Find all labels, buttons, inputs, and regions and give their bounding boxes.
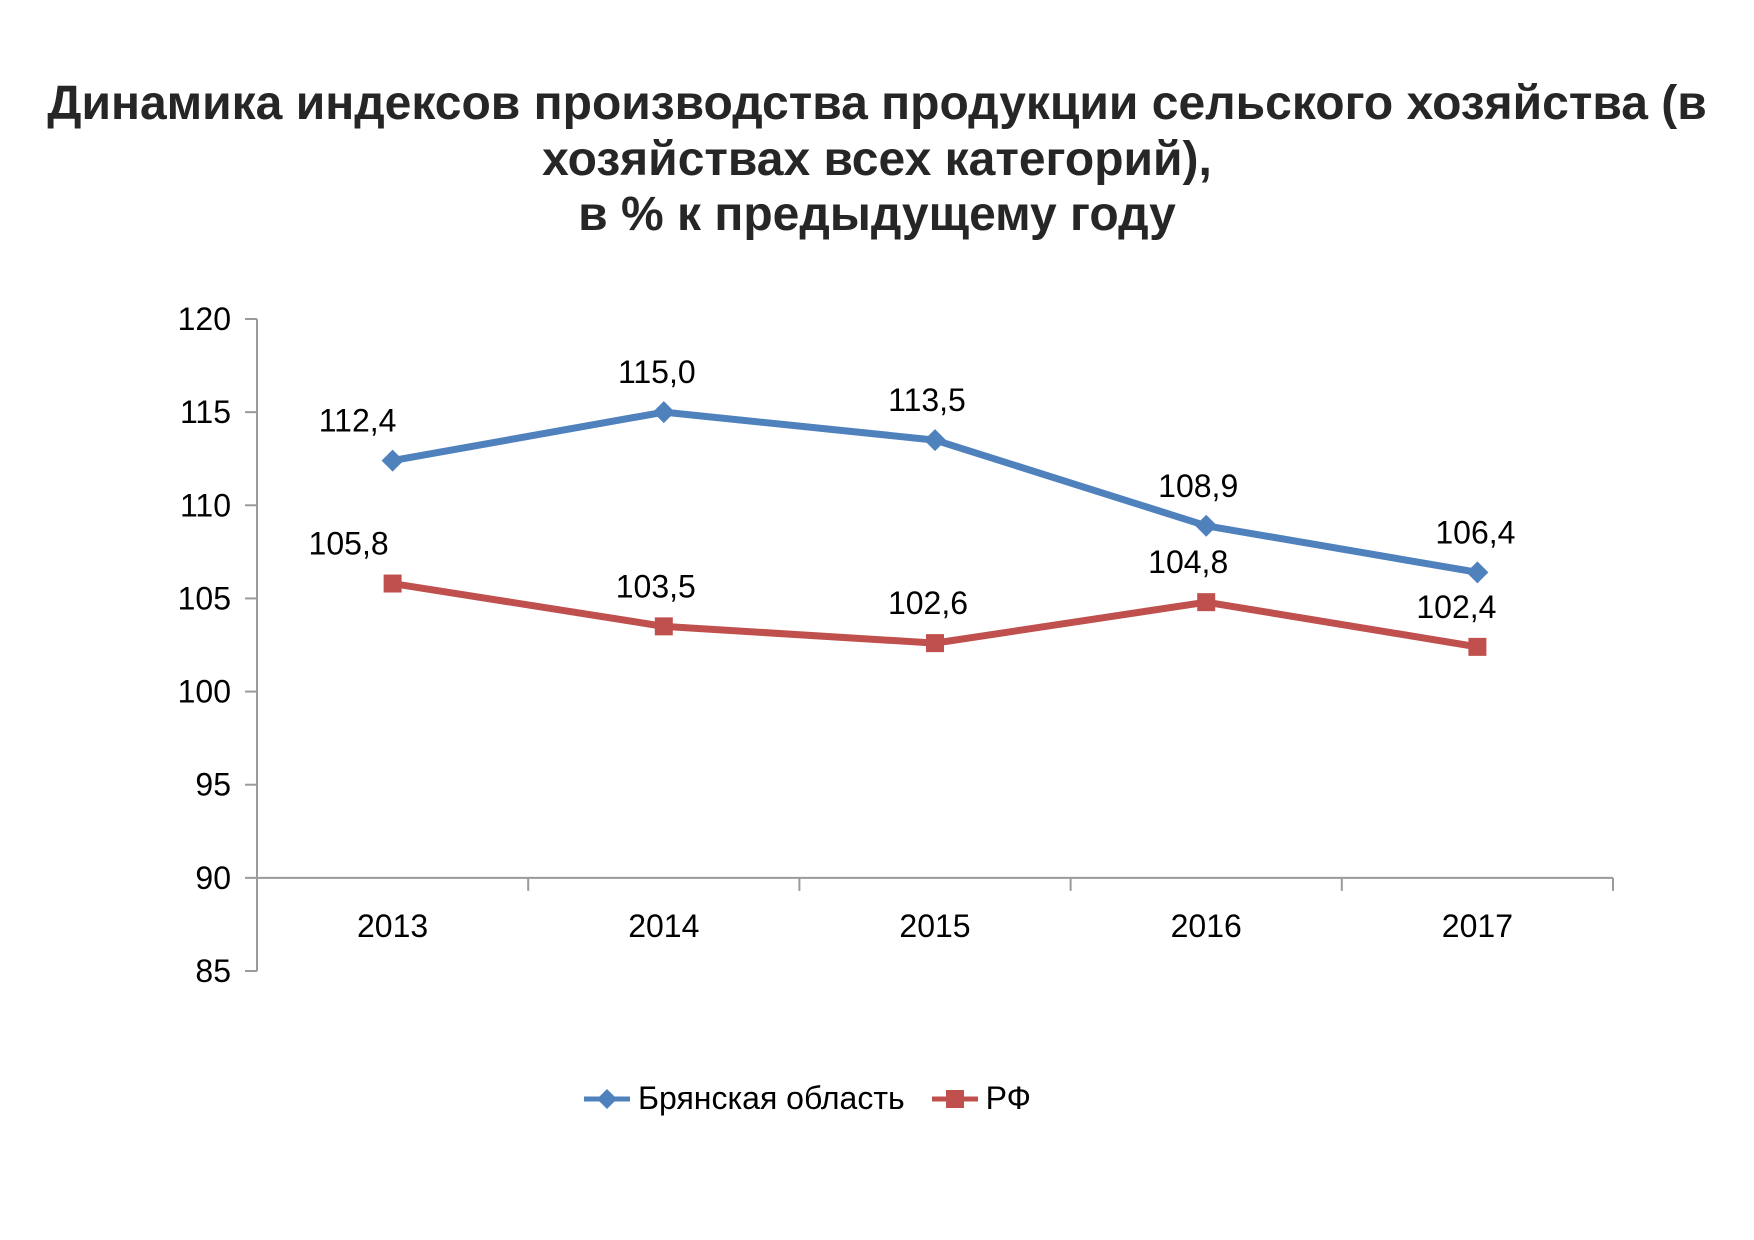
chart-title: Динамика индексов производства продукции… (47, 77, 1707, 242)
legend-label-rf: РФ (985, 1080, 1031, 1116)
data-point-label: 108,9 (1158, 468, 1238, 504)
y-axis-tick-label: 90 (195, 860, 231, 896)
legend-line-diamond-icon (584, 1088, 630, 1109)
data-point-marker-diamond (1195, 514, 1218, 537)
data-point-label: 102,6 (888, 585, 968, 621)
data-point-marker-square (383, 574, 402, 593)
data-point-label: 104,8 (1148, 544, 1228, 580)
data-point-marker-diamond (381, 449, 404, 472)
x-axis-category-label: 2017 (1442, 908, 1513, 944)
legend-item-bryanskaya-oblast: Брянская область (583, 1080, 905, 1117)
data-point-label: 103,5 (616, 568, 696, 604)
legend-line-square-icon (931, 1089, 978, 1108)
legend: Брянская область РФ (583, 1080, 1031, 1117)
x-axis-category-label: 2014 (628, 908, 699, 944)
x-axis-category-label: 2013 (357, 908, 428, 944)
data-point-label: 112,4 (319, 403, 397, 439)
data-point-label: 106,4 (1435, 514, 1515, 550)
y-axis-tick-label: 85 (195, 953, 231, 989)
data-point-label: 113,5 (888, 382, 966, 418)
data-point-marker-diamond (1466, 561, 1489, 584)
y-axis-tick-label: 110 (180, 487, 231, 523)
data-point-marker-square (654, 617, 673, 636)
x-axis-category-label: 2016 (1171, 908, 1242, 944)
x-axis-category-label: 2015 (899, 908, 970, 944)
y-axis-tick-label: 95 (195, 767, 231, 803)
data-point-marker-diamond (652, 401, 675, 424)
legend-label-bryanskaya-oblast: Брянская область (638, 1080, 905, 1116)
data-point-marker-square (1468, 637, 1487, 656)
y-axis-tick-label: 100 (178, 674, 231, 710)
y-axis-tick-label: 120 (178, 301, 231, 337)
data-point-label: 115,0 (618, 354, 696, 390)
data-point-marker-square (1197, 593, 1216, 612)
data-point-label: 105,8 (309, 526, 389, 562)
data-point-label: 102,4 (1416, 589, 1496, 625)
legend-item-rf: РФ (931, 1080, 1031, 1117)
y-axis-tick-label: 115 (180, 394, 231, 430)
y-axis-tick-label: 105 (178, 580, 231, 616)
data-point-marker-diamond (924, 429, 946, 452)
data-point-marker-square (926, 634, 944, 653)
